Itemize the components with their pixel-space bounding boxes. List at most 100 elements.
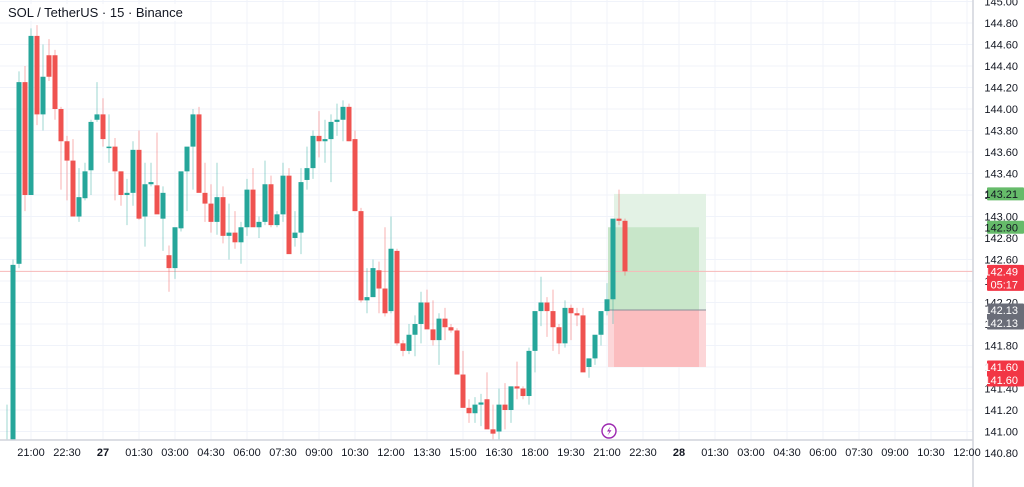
candle <box>496 388 502 441</box>
symbol-legend[interactable]: SOL / TetherUS · 15 · Binance <box>6 4 185 21</box>
event-marker[interactable] <box>601 423 617 439</box>
candle <box>208 184 214 233</box>
price-tick-label: 143.60 <box>984 147 1018 159</box>
price-tick-label: 143.00 <box>984 212 1018 224</box>
candle <box>364 268 370 314</box>
long-position-tool[interactable] <box>608 193 706 367</box>
time-tick-label: 28 <box>673 447 685 459</box>
candle <box>382 227 388 317</box>
candle <box>220 186 226 244</box>
candle <box>190 109 196 190</box>
time-tick-label: 12:00 <box>377 447 405 459</box>
candle <box>310 130 316 179</box>
price-tick-label: 141.80 <box>984 341 1018 353</box>
time-tick-label: 18:00 <box>521 447 549 459</box>
time-tick-label: 03:00 <box>737 447 765 459</box>
price-tick-label: 144.40 <box>984 61 1018 73</box>
candle <box>238 221 244 264</box>
candle <box>334 103 340 136</box>
price-tick-label: 143.80 <box>984 126 1018 138</box>
candle <box>544 297 550 337</box>
time-tick-label: 22:30 <box>53 447 81 459</box>
candle <box>262 160 268 226</box>
svg-text:141.60: 141.60 <box>984 375 1018 387</box>
candle <box>622 218 628 276</box>
time-tick-label: 16:30 <box>485 447 513 459</box>
candle <box>196 106 202 193</box>
candle <box>616 189 622 226</box>
candle <box>244 178 250 236</box>
candle <box>136 130 142 220</box>
candle <box>502 383 508 430</box>
candle <box>70 139 76 217</box>
time-tick-label: 21:00 <box>17 447 45 459</box>
price-tick-label: 144.80 <box>984 18 1018 30</box>
candle <box>418 291 424 344</box>
candle <box>142 162 148 247</box>
time-axis[interactable]: 21:00 22:30 27 01:30 03:00 04:30 06:00 07:30 09:… <box>17 447 981 459</box>
time-tick-label: 09:00 <box>305 447 333 459</box>
time-tick-label: 06:00 <box>809 447 837 459</box>
profit-zone[interactable] <box>608 227 699 311</box>
time-tick-label: 03:00 <box>161 447 189 459</box>
time-tick-label: 19:30 <box>557 447 585 459</box>
candle <box>202 162 208 222</box>
candle <box>268 175 274 228</box>
time-tick-label: 21:00 <box>593 447 621 459</box>
candle <box>94 82 100 122</box>
candle <box>532 311 538 373</box>
candle <box>22 66 28 212</box>
candle <box>82 162 88 201</box>
loss-zone[interactable] <box>614 310 699 367</box>
candle <box>352 130 358 212</box>
time-tick-label: 10:30 <box>917 447 945 459</box>
candle <box>286 168 292 255</box>
candle <box>178 171 184 232</box>
candle <box>226 203 232 260</box>
candle <box>478 393 484 427</box>
candles <box>4 25 628 459</box>
candle <box>568 304 574 341</box>
time-tick-label: 04:30 <box>197 447 225 459</box>
candle <box>274 211 280 228</box>
svg-text:142.49: 142.49 <box>984 266 1018 278</box>
candle <box>592 334 598 365</box>
candle <box>250 168 256 228</box>
candle <box>88 119 94 195</box>
candle <box>10 259 16 449</box>
candle <box>298 168 304 255</box>
candle <box>376 261 382 314</box>
price-tick-label: 140.80 <box>984 448 1018 460</box>
time-tick-label: 09:00 <box>881 447 909 459</box>
candle <box>484 372 490 430</box>
candle <box>340 100 346 142</box>
candle <box>454 328 460 375</box>
candle <box>406 324 412 355</box>
time-tick-label: 15:00 <box>449 447 477 459</box>
candle <box>214 162 220 235</box>
time-tick-label: 01:30 <box>701 447 729 459</box>
time-tick-label: 04:30 <box>773 447 801 459</box>
candle <box>28 28 34 196</box>
candle <box>52 49 58 120</box>
candle <box>100 98 106 147</box>
candle <box>34 25 40 126</box>
candle <box>466 399 472 423</box>
candle <box>508 386 514 423</box>
candle <box>346 103 352 142</box>
candle <box>112 138 118 201</box>
candle <box>526 347 532 405</box>
candle <box>172 227 178 279</box>
candle <box>76 168 82 222</box>
candle <box>472 397 478 423</box>
candle <box>580 307 586 373</box>
candle <box>130 141 136 206</box>
candle <box>316 111 322 158</box>
time-tick-label: 01:30 <box>125 447 153 459</box>
time-tick-label: 22:30 <box>629 447 657 459</box>
svg-text:142.13: 142.13 <box>984 305 1018 317</box>
